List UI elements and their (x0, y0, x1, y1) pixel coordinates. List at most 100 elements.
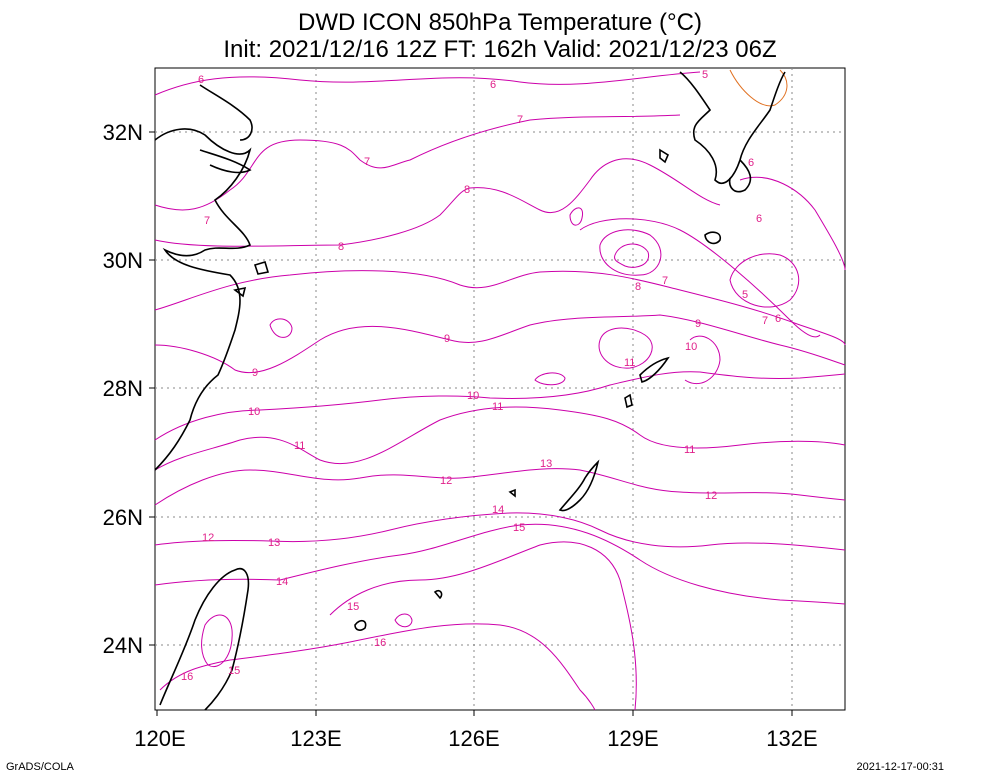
contour-label: 9 (695, 318, 701, 330)
contour-label: 12 (440, 475, 452, 487)
contour-label: 6 (775, 313, 781, 325)
contour-label: 5 (702, 69, 708, 81)
map-frame (154, 67, 846, 711)
contour-label: 13 (268, 537, 280, 549)
contour-warm-loop (599, 229, 662, 276)
contour-15-loop (394, 613, 413, 628)
china-coast (154, 128, 252, 471)
zhoushan (233, 261, 270, 298)
contour-label: 6 (748, 157, 754, 169)
lon-tick-label: 132E (766, 726, 817, 751)
taiwan (159, 568, 250, 711)
lon-tick-label: 123E (290, 726, 341, 751)
contour-12 (154, 468, 846, 506)
contour-label: 15 (513, 522, 525, 534)
lat-tick-label: 26N (103, 505, 143, 530)
contour-label: 8 (464, 184, 470, 196)
contour-label: 13 (540, 458, 552, 470)
contour-labels: 6 6 7 7 7 8 8 8 7 6 6 5 7 6 9 9 9 10 10 … (181, 69, 781, 683)
map-title: DWD ICON 850hPa Temperature (°C) (298, 9, 702, 36)
contour-7-north (154, 114, 681, 211)
contour-6-east (739, 176, 846, 271)
contour-label: 5 (742, 289, 748, 301)
contour-label: 14 (276, 576, 288, 588)
contour-label: 9 (444, 333, 450, 345)
contour-label: 7 (662, 275, 668, 287)
china-coast-north (199, 84, 253, 141)
map-subtitle: Init: 2021/12/16 12Z FT: 162h Valid: 202… (223, 36, 777, 63)
lat-tick-label: 32N (103, 120, 143, 145)
lat-axis-labels: 32N 30N 28N 26N 24N (103, 120, 143, 658)
contour-label: 8 (338, 241, 344, 253)
contour-label: 16 (374, 637, 386, 649)
yakushima (704, 231, 722, 245)
ishigaki (354, 619, 367, 631)
tick-marks (149, 131, 793, 716)
contour-label: 15 (347, 601, 359, 613)
lat-tick-label: 28N (103, 376, 143, 401)
miyako (433, 589, 443, 600)
contour-5-east (729, 253, 800, 308)
grid-lines (155, 68, 845, 710)
lon-tick-label: 126E (448, 726, 499, 751)
contour-label: 7 (364, 156, 370, 168)
contour-label: 11 (492, 401, 503, 413)
contour-8 (154, 158, 721, 247)
contour-9-east (684, 335, 721, 385)
small-island-2 (508, 488, 516, 498)
contour-8-south (154, 270, 846, 346)
contour-6 (154, 71, 701, 96)
contour-inner-loop (614, 243, 650, 268)
lat-tick-label: 24N (103, 633, 143, 658)
contour-label: 10 (467, 390, 479, 402)
okinawa (558, 459, 600, 512)
lat-tick-label: 30N (103, 248, 143, 273)
contour-16-taiwan (201, 614, 233, 668)
contour-9 (154, 314, 846, 374)
contour-16 (159, 623, 596, 711)
contour-7-east (579, 218, 821, 338)
contour-label: 11 (624, 357, 635, 369)
lon-tick-label: 129E (607, 726, 658, 751)
temperature-contours (154, 71, 846, 711)
contour-13 (154, 512, 846, 551)
contour-11 (154, 406, 846, 471)
contour-14 (154, 523, 846, 605)
contour-label: 9 (252, 367, 258, 379)
lon-axis-labels: 120E 123E 126E 129E 132E (134, 726, 817, 751)
contour-small-loop-1 (569, 207, 584, 226)
contour-label: 10 (248, 406, 260, 418)
amami (639, 356, 670, 383)
contour-10 (154, 371, 846, 441)
contour-5-warm (729, 69, 788, 107)
contour-label: 10 (685, 341, 697, 353)
contour-label: 7 (204, 215, 210, 227)
korea-kyushu-coast (679, 71, 786, 184)
yangtze-estuary (199, 149, 252, 174)
contour-15 (329, 541, 637, 711)
contour-label: 7 (517, 114, 523, 126)
contour-label: 7 (762, 315, 768, 327)
small-island-1 (624, 393, 633, 409)
lon-tick-label: 120E (134, 726, 185, 751)
contour-label: 11 (294, 440, 305, 452)
coastlines (154, 71, 786, 711)
contour-label: 6 (756, 213, 762, 225)
contour-label: 12 (705, 490, 717, 502)
contour-label: 6 (198, 74, 204, 86)
contour-label: 14 (492, 504, 504, 516)
contour-small-loop-3 (269, 318, 293, 338)
footer-credit: GrADS/COLA (6, 761, 74, 773)
contour-label: 12 (202, 532, 214, 544)
contour-10-loop (598, 327, 653, 369)
contour-label: 16 (181, 671, 193, 683)
contour-label: 6 (490, 79, 496, 91)
kyushu-south (728, 159, 752, 193)
footer-timestamp: 2021-12-17-00:31 (856, 761, 944, 773)
contour-small-loop-2 (534, 372, 566, 386)
tsushima (659, 148, 670, 164)
contour-label: 15 (228, 665, 240, 677)
contour-label: 8 (635, 281, 641, 293)
contour-label: 11 (684, 444, 695, 456)
